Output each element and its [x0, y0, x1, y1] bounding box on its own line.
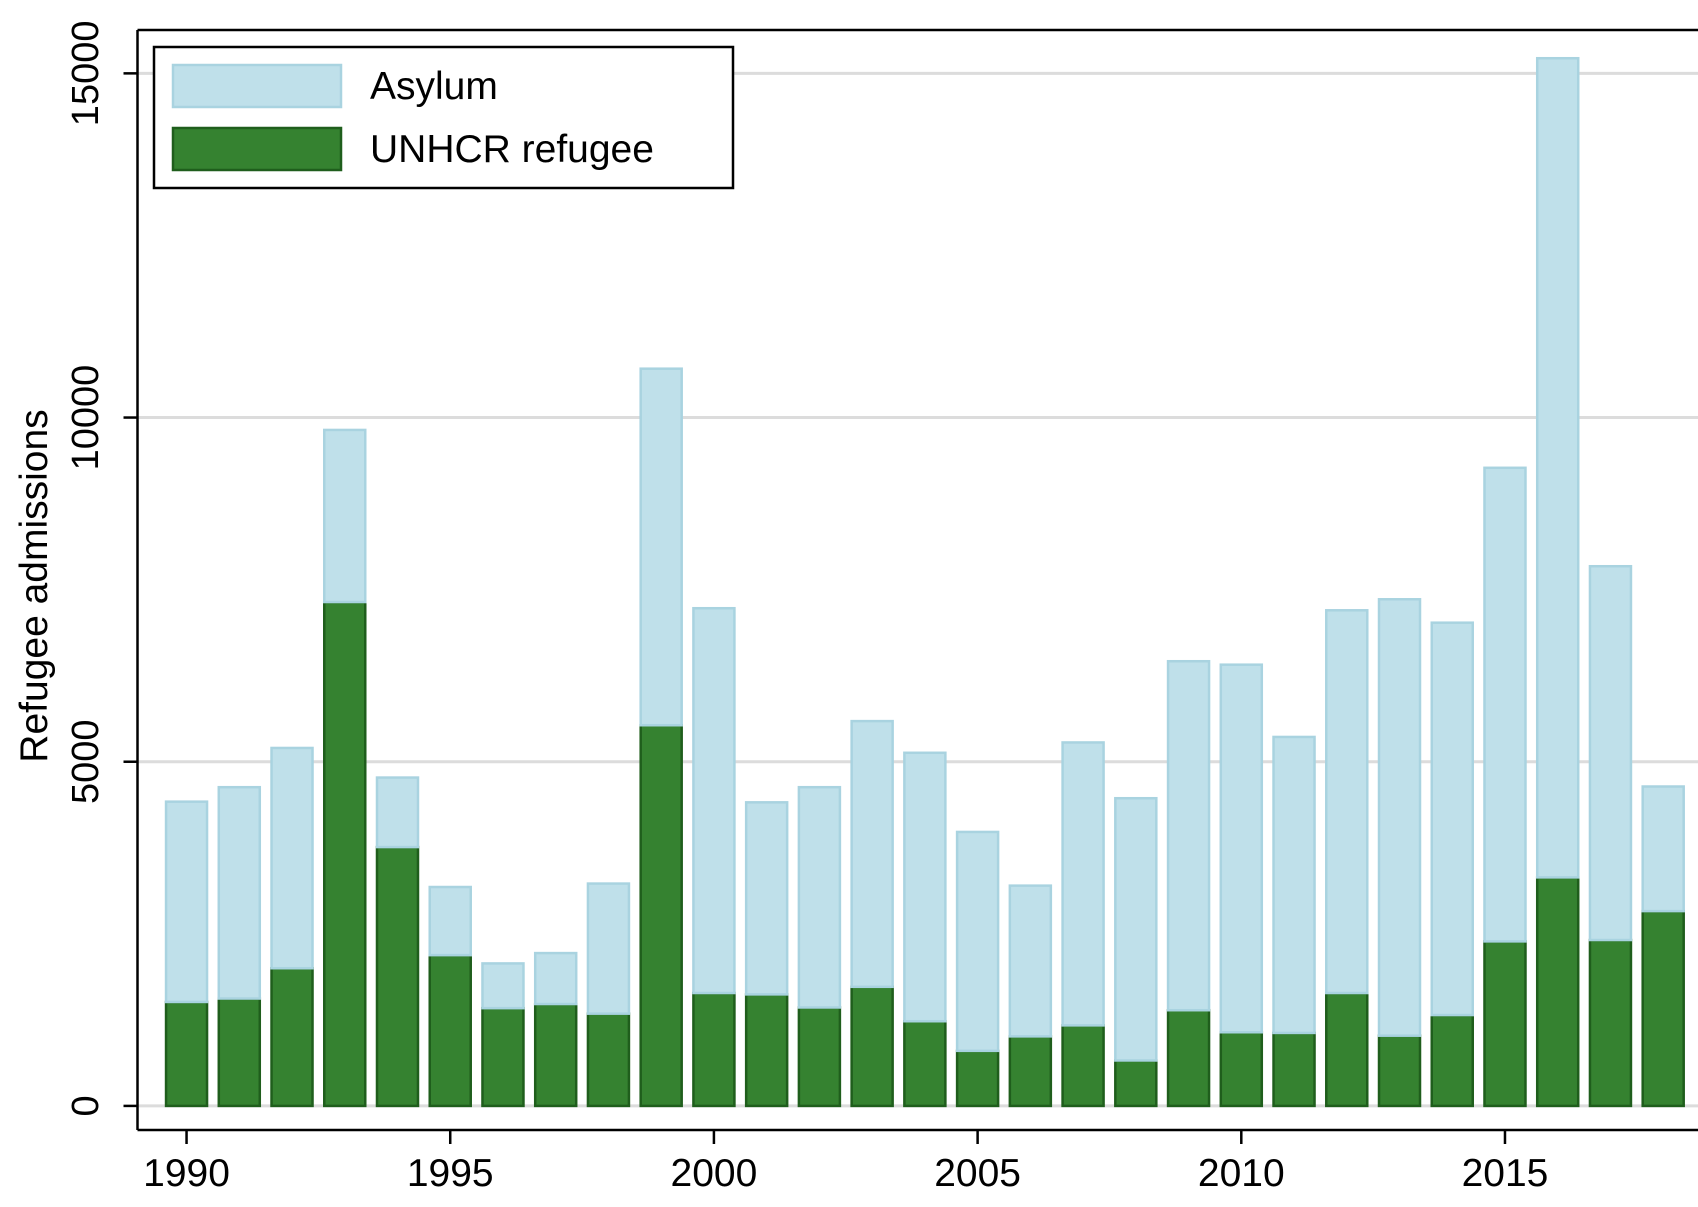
x-tick-label: 1990	[143, 1152, 230, 1195]
bar	[533, 1002, 578, 1108]
bar	[323, 600, 367, 1108]
bar	[323, 428, 367, 604]
bar	[375, 776, 420, 849]
bar	[639, 723, 683, 1108]
bar	[1483, 940, 1527, 1108]
bar	[481, 962, 525, 1010]
legend-label: Asylum	[370, 65, 498, 108]
bar	[1061, 741, 1105, 1027]
bar	[903, 751, 947, 1023]
bar	[692, 606, 736, 995]
bar	[1588, 564, 1633, 942]
legend-swatch	[171, 63, 343, 109]
bar	[850, 719, 894, 989]
bar	[533, 951, 578, 1006]
bar	[586, 882, 631, 1015]
bar	[481, 1006, 525, 1108]
bar	[1535, 876, 1580, 1108]
bar	[1008, 1035, 1053, 1108]
bar	[586, 1012, 631, 1108]
bar	[1219, 1031, 1264, 1108]
bar	[903, 1019, 947, 1108]
bar	[692, 991, 736, 1108]
bar	[1219, 663, 1264, 1034]
x-tick-label: 2010	[1198, 1152, 1285, 1195]
y-tick-label: 15000	[65, 21, 107, 127]
x-tick-label: 2000	[671, 1152, 758, 1195]
bar	[164, 800, 209, 1004]
y-tick-label: 10000	[65, 365, 107, 471]
bar	[1377, 1034, 1422, 1108]
bar	[1325, 609, 1369, 995]
bar	[164, 1000, 209, 1108]
legend-label: UNHCR refugee	[370, 128, 654, 171]
bar	[1272, 1031, 1316, 1108]
bar	[1061, 1024, 1105, 1108]
x-tick-label: 1995	[407, 1152, 494, 1195]
legend: Asylum UNHCR refugee	[152, 45, 735, 190]
bar	[850, 985, 894, 1108]
bar	[1430, 1013, 1474, 1108]
x-tick-label: 2015	[1462, 1152, 1549, 1195]
bar	[1588, 938, 1633, 1108]
bar	[1430, 621, 1474, 1017]
bar	[797, 785, 842, 1009]
bar	[744, 801, 789, 996]
bar	[1483, 466, 1527, 943]
bar	[639, 367, 683, 727]
bar	[797, 1006, 842, 1108]
bar	[1641, 785, 1685, 913]
bar	[375, 845, 420, 1108]
y-tick-label: 5000	[65, 719, 107, 804]
x-tick-label: 2005	[934, 1152, 1021, 1195]
bar	[270, 746, 314, 970]
bar	[428, 953, 472, 1108]
bar	[1325, 991, 1369, 1108]
bar	[744, 993, 789, 1108]
bar	[1114, 1059, 1158, 1108]
y-tick-label: 0	[65, 1095, 107, 1116]
bar	[428, 885, 472, 957]
bar	[1008, 884, 1053, 1038]
bar	[955, 830, 1000, 1053]
bar	[1272, 735, 1316, 1035]
bar	[217, 785, 262, 1000]
bar	[1535, 56, 1580, 879]
bar	[955, 1049, 1000, 1108]
bar	[1377, 598, 1422, 1037]
bar	[1641, 909, 1685, 1108]
bar	[1114, 796, 1158, 1062]
bar	[217, 997, 262, 1108]
bar	[270, 966, 314, 1108]
bar	[1166, 1008, 1211, 1108]
legend-swatch	[171, 126, 343, 172]
y-axis-title: Refugee admissions	[13, 409, 56, 762]
bar	[1166, 659, 1211, 1012]
